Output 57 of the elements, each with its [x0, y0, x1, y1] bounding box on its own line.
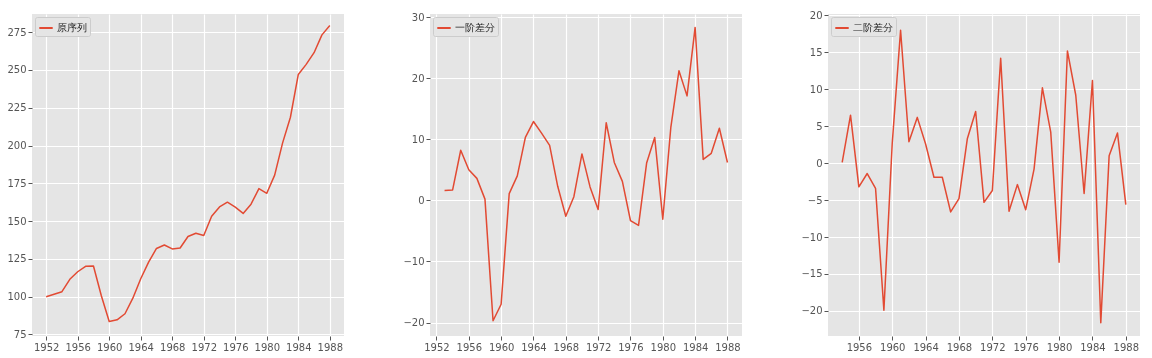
y-tick-label: 125 — [7, 253, 27, 265]
x-tick-label: 1956 — [456, 341, 483, 353]
x-tick-label: 1972 — [980, 341, 1006, 353]
x-tick-label: 1956 — [65, 341, 91, 353]
y-tick-label: 0 — [816, 157, 823, 169]
y-tick-label: 200 — [7, 140, 27, 152]
y-tick-label: −10 — [403, 255, 425, 267]
y-tick-label: 30 — [411, 11, 425, 23]
x-tick-label: 1976 — [223, 341, 249, 353]
x-tick-label: 1980 — [254, 341, 281, 353]
x-tick-label: 1972 — [585, 341, 612, 353]
y-tick-label: 20 — [411, 72, 425, 84]
x-tick-label: 1968 — [946, 341, 973, 353]
y-tick-label: 5 — [816, 120, 823, 132]
x-tick-label: 1964 — [913, 341, 939, 353]
y-tick-label: 250 — [7, 64, 27, 76]
y-tick-label: 15 — [809, 46, 823, 58]
y-tick-label: 20 — [809, 9, 823, 21]
y-tick-label: −5 — [807, 194, 823, 206]
y-tick-label: 100 — [7, 291, 27, 303]
y-tick-label: 175 — [7, 177, 27, 189]
y-tick-label: 0 — [418, 194, 425, 206]
y-tick-label: 225 — [7, 102, 27, 114]
x-tick-label: 1972 — [191, 341, 217, 353]
x-tick-label: 1956 — [846, 341, 873, 353]
y-tick-label: 75 — [13, 328, 27, 340]
x-tick-label: 1964 — [128, 341, 154, 353]
x-tick-label: 1988 — [715, 341, 741, 353]
x-tick-label: 1960 — [880, 341, 906, 353]
x-tick-label: 1984 — [1080, 341, 1106, 353]
y-tick-label: 150 — [7, 215, 27, 227]
x-tick-label: 1960 — [96, 341, 123, 353]
legend-label: 二阶差分 — [853, 22, 893, 33]
y-tick-label: 10 — [411, 133, 425, 145]
y-tick-label: −20 — [403, 317, 425, 329]
x-tick-label: 1980 — [1046, 341, 1073, 353]
legend-label: 一阶差分 — [455, 22, 495, 33]
x-tick-label: 1960 — [488, 341, 515, 353]
y-tick-label: −15 — [801, 268, 823, 280]
y-tick-label: −20 — [801, 305, 823, 317]
x-tick-label: 1988 — [1113, 341, 1140, 353]
y-tick-label: 275 — [7, 26, 27, 38]
x-tick-label: 1984 — [286, 341, 312, 353]
legend-label: 原序列 — [57, 22, 87, 33]
line-series — [45, 24, 331, 323]
x-tick-label: 1976 — [1013, 341, 1039, 353]
x-tick-label: 1980 — [650, 341, 677, 353]
x-tick-label: 1952 — [424, 341, 450, 353]
x-tick-label: 1988 — [317, 341, 344, 353]
y-tick-label: −10 — [801, 231, 823, 243]
x-tick-label: 1968 — [553, 341, 580, 353]
y-tick-label: 10 — [809, 83, 823, 95]
x-tick-label: 1964 — [521, 341, 547, 353]
x-tick-label: 1976 — [618, 341, 644, 353]
x-tick-label: 1968 — [160, 341, 186, 353]
x-tick-label: 1984 — [682, 341, 709, 353]
x-tick-label: 1952 — [33, 341, 60, 353]
